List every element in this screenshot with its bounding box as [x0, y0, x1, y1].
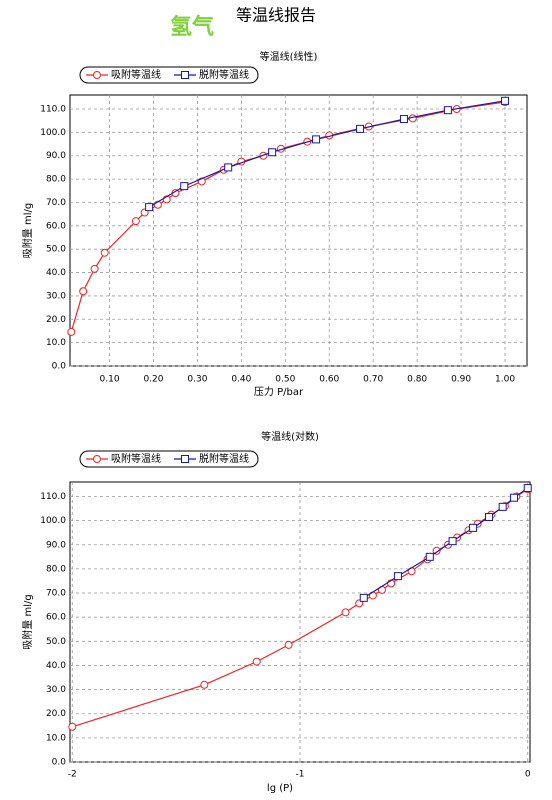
legend-marker — [181, 455, 189, 463]
marker — [469, 523, 478, 532]
marker — [523, 484, 532, 493]
legend-marker — [181, 71, 189, 79]
y-tick-label: 40.0 — [46, 268, 66, 278]
legend-label: 脱附等温线 — [199, 68, 249, 81]
x-tick-label: 0.70 — [363, 375, 383, 385]
marker — [224, 163, 233, 172]
legend-box — [79, 66, 259, 84]
y-tick-label: 110.0 — [40, 492, 66, 502]
marker — [399, 115, 408, 124]
marker — [393, 572, 402, 581]
plot-area — [69, 94, 528, 367]
y-tick-label: 30.0 — [46, 685, 66, 695]
y-tick-label: 0.0 — [52, 362, 67, 372]
y-tick-label: 50.0 — [46, 637, 66, 647]
marker — [448, 537, 457, 546]
marker — [284, 640, 293, 649]
y-axis-label: 吸附量 ml/g — [21, 594, 34, 649]
marker — [79, 287, 88, 296]
legend-marker — [93, 455, 101, 463]
marker — [90, 264, 99, 273]
marker — [498, 502, 507, 511]
marker — [485, 513, 494, 521]
x-tick-label: 0.30 — [187, 375, 207, 385]
marker — [180, 182, 189, 191]
legend-box — [79, 450, 259, 468]
y-tick-label: 110.0 — [40, 105, 66, 115]
x-tick-label: 0.80 — [407, 375, 427, 385]
x-axis-label: lg (P) — [267, 783, 293, 794]
y-tick-label: 20.0 — [46, 315, 66, 325]
y-tick-label: 90.0 — [46, 540, 66, 550]
marker — [131, 217, 140, 226]
y-tick-label: 0.0 — [52, 758, 67, 768]
marker — [443, 106, 452, 115]
marker — [432, 546, 441, 555]
x-tick-label: 0.60 — [319, 375, 339, 385]
chart-title: 等温线(对数) — [261, 430, 319, 443]
x-tick-label: 0.90 — [451, 375, 471, 385]
marker — [312, 135, 321, 144]
y-tick-label: 100.0 — [40, 516, 66, 526]
marker — [425, 552, 434, 561]
y-tick-label: 50.0 — [46, 245, 66, 255]
y-tick-label: 30.0 — [46, 291, 66, 301]
marker — [67, 327, 76, 336]
x-tick-label: 0.40 — [231, 375, 251, 385]
x-tick-label: 0.50 — [275, 375, 295, 385]
marker — [252, 657, 261, 666]
y-tick-label: 100.0 — [40, 128, 66, 138]
marker — [200, 680, 209, 689]
x-tick-label: -1 — [296, 770, 305, 780]
marker — [341, 608, 350, 617]
y-tick-label: 10.0 — [46, 338, 66, 348]
report-title: 等温线报告 — [236, 6, 316, 25]
x-axis-label: 压力 P/bar — [254, 385, 304, 398]
y-tick-label: 80.0 — [46, 175, 66, 185]
legend-label: 吸附等温线 — [111, 452, 161, 465]
y-tick-label: 60.0 — [46, 221, 66, 231]
marker — [510, 493, 519, 502]
x-tick-label: -2 — [68, 770, 77, 780]
chart-title: 等温线(线性) — [260, 50, 318, 63]
x-tick-label: 0.10 — [100, 375, 120, 385]
y-tick-label: 10.0 — [46, 733, 66, 743]
marker — [501, 96, 510, 105]
x-tick-label: 0 — [525, 770, 531, 780]
y-tick-label: 60.0 — [46, 613, 66, 623]
legend-label: 吸附等温线 — [111, 68, 161, 81]
x-tick-label: 0.20 — [143, 375, 163, 385]
legend-label: 脱附等温线 — [199, 452, 249, 465]
y-tick-label: 20.0 — [46, 709, 66, 719]
y-tick-label: 40.0 — [46, 661, 66, 671]
marker — [145, 203, 154, 212]
y-axis-label: 吸附量 ml/g — [21, 203, 34, 258]
legend-marker — [93, 71, 101, 79]
y-tick-label: 70.0 — [46, 198, 66, 208]
y-tick-label: 90.0 — [46, 151, 66, 161]
x-tick-label: 1.00 — [495, 375, 515, 385]
marker — [359, 593, 368, 602]
y-tick-label: 70.0 — [46, 589, 66, 599]
marker — [356, 124, 365, 133]
marker — [268, 148, 277, 157]
gas-name: 氢气 — [170, 14, 214, 40]
marker — [68, 722, 77, 731]
marker — [100, 248, 109, 257]
y-tick-label: 80.0 — [46, 564, 66, 574]
